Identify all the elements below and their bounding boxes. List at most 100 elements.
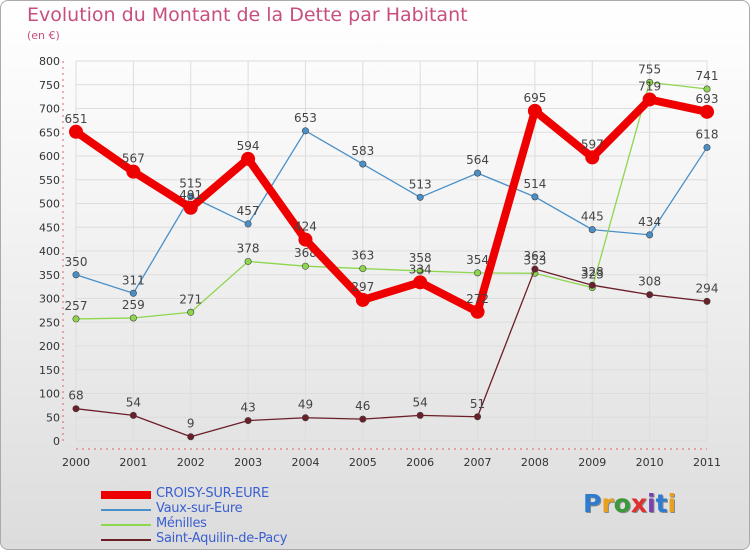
legend-label: Vaux-sur-Eure xyxy=(156,501,243,516)
logo-letter: i xyxy=(667,489,677,518)
x-tick-label: 2010 xyxy=(636,456,664,469)
series-point xyxy=(527,103,542,118)
data-label: 693 xyxy=(696,92,719,106)
y-tick-label: 0 xyxy=(53,435,60,448)
x-tick-label: 2008 xyxy=(521,456,549,469)
legend-label: CROISY-SUR-EURE xyxy=(156,486,269,501)
series-point xyxy=(129,289,137,297)
data-label: 271 xyxy=(179,292,202,306)
data-label: 363 xyxy=(351,249,374,263)
x-tick-label: 2011 xyxy=(693,456,721,469)
series-point xyxy=(129,411,137,419)
data-label: 618 xyxy=(696,127,719,141)
data-label: 328 xyxy=(581,265,604,279)
logo-letter: P xyxy=(583,489,602,518)
legend-label: Ménilles xyxy=(156,516,207,531)
logo-letter: o xyxy=(613,489,631,518)
data-label: 741 xyxy=(696,69,719,83)
data-label: 362 xyxy=(523,249,546,263)
data-label: 755 xyxy=(638,62,661,76)
series-line xyxy=(75,268,708,438)
y-tick-label: 400 xyxy=(39,245,60,258)
data-label: 434 xyxy=(638,215,661,229)
series-point xyxy=(531,265,539,273)
y-tick-label: 50 xyxy=(46,411,60,424)
series-point xyxy=(72,405,80,413)
series-point xyxy=(359,160,367,168)
series-point xyxy=(588,226,596,234)
y-tick-label: 100 xyxy=(39,388,60,401)
series-point xyxy=(646,78,654,86)
data-label: 54 xyxy=(413,395,428,409)
series-point xyxy=(355,292,370,307)
data-label: 54 xyxy=(126,395,141,409)
series-point xyxy=(126,164,141,179)
data-label: 564 xyxy=(466,153,489,167)
series-point xyxy=(244,257,252,265)
series-point xyxy=(359,265,367,273)
data-label: 491 xyxy=(179,188,202,202)
series-point xyxy=(474,413,482,421)
data-label: 457 xyxy=(237,204,260,218)
legend-swatch xyxy=(101,491,151,499)
data-label: 583 xyxy=(351,144,374,158)
series-point xyxy=(474,269,482,277)
data-label: 567 xyxy=(122,152,145,166)
series-point xyxy=(416,411,424,419)
data-label: 9 xyxy=(187,417,195,431)
data-label: 308 xyxy=(638,275,661,289)
legend-swatch xyxy=(101,524,151,526)
series-point xyxy=(187,192,195,200)
series-point xyxy=(187,308,195,316)
data-label: 272 xyxy=(466,292,489,306)
chart-subtitle: (en €) xyxy=(27,29,60,42)
y-tick-label: 150 xyxy=(39,364,60,377)
data-label: 719 xyxy=(638,79,661,93)
series-point xyxy=(69,124,83,139)
series-point xyxy=(585,150,600,165)
data-label: 68 xyxy=(68,389,83,403)
series-point xyxy=(72,271,80,279)
data-label: 695 xyxy=(523,91,546,105)
proxiti-logo: Proxiti xyxy=(583,489,676,518)
data-label: 323 xyxy=(581,268,604,282)
data-label: 259 xyxy=(122,298,145,312)
series-line xyxy=(73,95,708,316)
series-line xyxy=(75,81,708,320)
data-label: 594 xyxy=(237,139,260,153)
x-tick-label: 2005 xyxy=(349,456,377,469)
x-tick-label: 2004 xyxy=(291,456,319,469)
y-tick-label: 200 xyxy=(39,340,60,353)
data-label: 294 xyxy=(696,281,719,295)
series-point xyxy=(470,304,485,319)
y-tick-label: 700 xyxy=(39,103,60,116)
chart-title: Evolution du Montant de la Dette par Hab… xyxy=(27,4,468,26)
series-point xyxy=(474,169,482,177)
series-point xyxy=(187,433,195,441)
data-label: 334 xyxy=(409,262,432,276)
data-label: 514 xyxy=(523,177,546,191)
data-label: 311 xyxy=(122,273,145,287)
data-label: 46 xyxy=(355,399,370,413)
series-point xyxy=(703,297,711,305)
series-point xyxy=(416,267,424,275)
y-tick-label: 800 xyxy=(39,55,60,68)
y-tick-label: 300 xyxy=(39,293,60,306)
series-point xyxy=(642,92,657,107)
series-point xyxy=(244,220,252,228)
y-tick-label: 550 xyxy=(39,174,60,187)
series-point xyxy=(700,104,714,119)
x-tick-label: 2002 xyxy=(177,456,205,469)
data-label: 597 xyxy=(581,137,604,151)
data-label: 424 xyxy=(294,220,317,234)
x-tick-label: 2001 xyxy=(119,456,147,469)
x-tick-label: 2007 xyxy=(464,456,492,469)
x-tick-label: 2006 xyxy=(406,456,434,469)
data-label: 353 xyxy=(523,253,546,267)
data-label: 297 xyxy=(351,280,374,294)
series-point xyxy=(72,315,80,323)
x-tick-label: 2009 xyxy=(578,456,606,469)
series-point xyxy=(301,414,309,422)
